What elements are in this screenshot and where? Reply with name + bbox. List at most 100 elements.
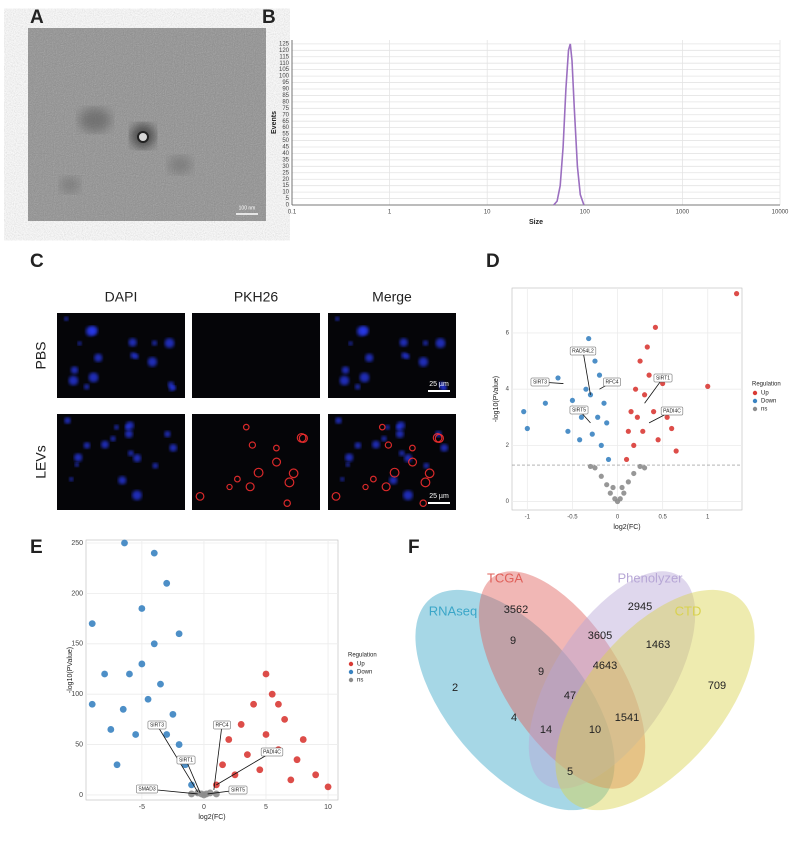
point [175,630,183,638]
gene-label-box [569,405,589,415]
plot-background [85,539,339,801]
row-header: PBS [33,341,49,369]
point [113,761,121,769]
point [569,397,576,404]
nucleus [356,326,367,337]
set-ellipse [478,571,646,789]
y-tick-label: 40 [282,151,289,157]
gene-label-box [176,755,196,765]
y-tick-label: 80 [282,99,289,105]
x-tick-label: 1 [706,515,710,521]
point [625,428,631,434]
point [88,620,96,628]
legend-label: ns [761,407,767,413]
nucleus [167,381,174,388]
point [623,456,630,463]
nucleus [418,357,429,367]
point [565,428,571,434]
point [632,386,639,392]
point [673,448,679,454]
point [219,761,226,769]
point [610,484,616,491]
micrograph [192,414,320,510]
region-count: 9 [538,666,544,678]
nucleus [401,352,408,359]
nucleus [74,462,80,467]
point [621,490,627,496]
nucleus [130,352,137,359]
point [188,790,195,798]
point [206,789,214,797]
leader-line [216,751,273,786]
legend-swatch [348,661,354,667]
nucleus [68,375,79,386]
nucleus [381,435,387,442]
point [601,400,607,406]
y-tick-label: 75 [282,106,289,112]
point [281,715,289,723]
legend-swatch [752,406,758,412]
set-label: Phenolyzer [617,570,683,585]
point [275,700,282,708]
y-tick-label: 50 [75,741,83,748]
nucleus [372,440,380,449]
gene-label-box [603,377,621,387]
nucleus [339,375,350,386]
micrograph: 25 µm [328,313,456,398]
vesicle [272,457,282,467]
point [733,291,740,297]
panel-label: D [486,251,500,272]
point [592,465,598,471]
legend-title: Regulation [348,653,377,659]
region-count: 14 [540,724,552,736]
y-tick-label: 6 [506,331,510,337]
gene-label: SIRT5 [572,407,586,413]
region-count: 709 [708,680,726,692]
y-tick-label: 90 [282,87,289,93]
x-tick-label: 5 [264,804,268,811]
y-tick-label: 2 [506,443,510,449]
nucleus [94,353,103,362]
point [631,470,637,477]
point [121,539,128,547]
set-label: TCGA [487,570,523,585]
panel-label: A [30,7,44,28]
x-tick-label: -1 [525,515,531,521]
point [604,482,610,488]
point [669,425,675,432]
y-tick-label: 200 [71,590,83,597]
nucleus [335,316,340,322]
point [587,463,594,470]
nucleus [354,442,362,449]
column-header: DAPI [105,289,138,305]
leader-line [213,724,223,790]
nucleus [132,490,142,501]
nucleus [399,450,405,457]
vesicle [195,491,205,501]
region-count: 4 [511,712,517,724]
y-tick-label: 30 [282,164,289,170]
gene-label-box [147,720,167,730]
vesicle [233,475,241,483]
set-label: RNAseq [429,603,477,618]
leader-line [582,350,591,395]
point [262,670,270,678]
panel-label: C [30,251,44,272]
point [617,496,623,502]
y-tick-label: 70 [282,112,289,118]
gene-label: SIRT3 [150,722,164,728]
vesicle [381,482,391,492]
gene-label-box [653,373,673,383]
point [637,358,643,364]
point [188,781,195,789]
micrograph-background [57,313,185,398]
nucleus [359,372,370,383]
y-tick-label: 25 [282,170,289,176]
nucleus [365,353,374,362]
point [250,700,257,708]
y-tick-label: 0 [506,499,510,505]
nucleus [83,384,90,390]
point [604,420,610,426]
point [268,690,276,698]
